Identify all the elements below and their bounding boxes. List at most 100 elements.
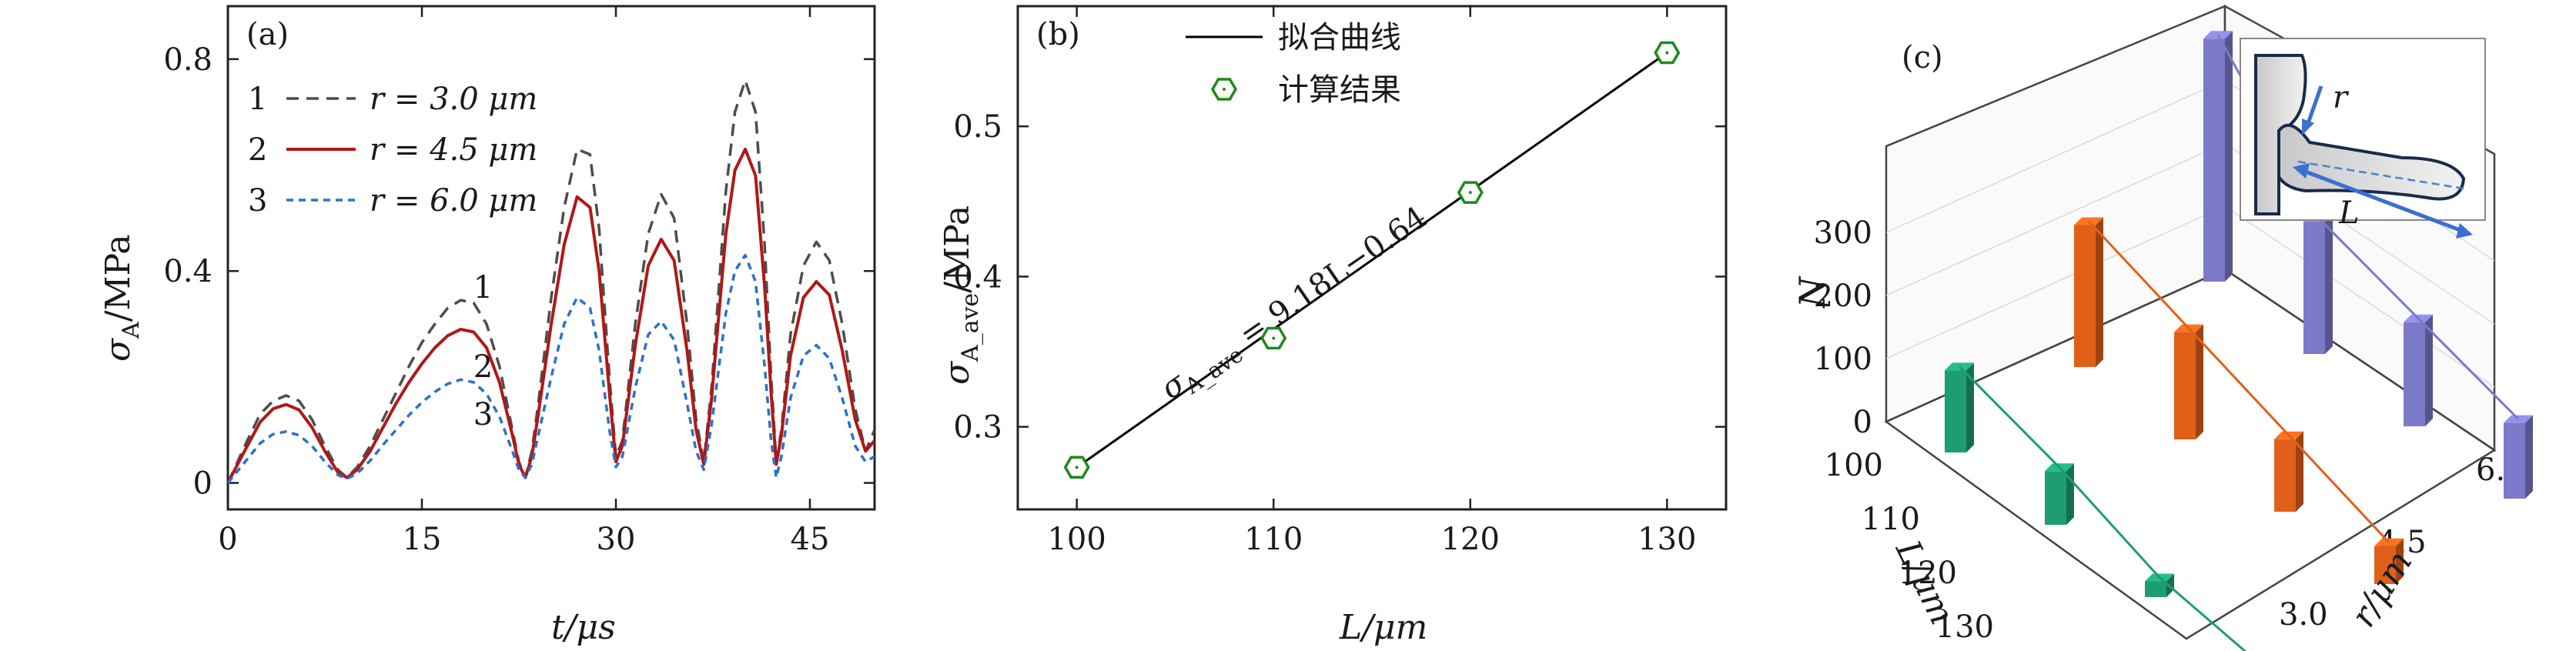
panel-c-bars <box>1945 31 2533 651</box>
data-point-center <box>1468 191 1472 195</box>
legend-number: 3 <box>248 183 267 219</box>
bar-front-face <box>2045 471 2066 525</box>
panel-a-frame <box>226 5 876 511</box>
bar-front-face <box>2203 38 2225 282</box>
fit-equation: σA_ave = 9.18L−0.64 <box>1155 199 1437 411</box>
bar-side-face <box>2225 31 2233 282</box>
y-tick-label: 0.4 <box>163 254 212 289</box>
panel-b-frame <box>1016 5 1728 511</box>
bar-3.0-100 <box>1945 362 1974 452</box>
bar-front-face <box>2274 439 2296 512</box>
inset-r-label: r <box>2333 80 2350 115</box>
bar-6.0-130 <box>2504 415 2533 499</box>
bar-side-face <box>2066 463 2074 525</box>
bar-front-face <box>2374 546 2396 584</box>
z-tick-label: 0 <box>1853 405 1872 440</box>
bar-front-face <box>2404 322 2425 426</box>
bar-front-face <box>2145 581 2166 597</box>
bar-trend-line-4.5 <box>2087 220 2390 543</box>
curve-label-2: 2 <box>473 349 493 385</box>
panel-b-x-ticks: 100 110 120 130 <box>1047 6 1697 557</box>
bar-side-face <box>2525 415 2533 499</box>
bar-front-face <box>2074 225 2096 367</box>
panel-a-y-ticks: 0 0.4 0.8 <box>163 42 875 502</box>
series-line-3 <box>228 253 875 484</box>
fit-line <box>1076 52 1668 469</box>
L-tick-label: 130 <box>1935 609 1994 645</box>
x-tick-label: 120 <box>1441 522 1500 557</box>
panel-a-curve-labels: 1 2 3 <box>473 270 493 432</box>
panel-c-label: (c) <box>1902 40 1943 75</box>
L-tick-label: 110 <box>1862 502 1920 537</box>
legend-number: 2 <box>248 132 267 168</box>
x-tick-label: 130 <box>1638 522 1696 557</box>
curve-label-1: 1 <box>473 270 493 305</box>
grid-line-left <box>1885 205 2226 359</box>
data-point-center <box>1272 336 1276 340</box>
legend-fit-line-label: 拟合曲线 <box>1278 20 1401 55</box>
legend-number: 1 <box>248 82 267 117</box>
z-tick-label: 300 <box>1814 215 1872 251</box>
grid-line-left <box>1885 79 2226 233</box>
panel-b-label: (b) <box>1036 17 1080 52</box>
x-tick-label: 110 <box>1244 522 1303 557</box>
panel-c-z-axis-label: N <box>1791 275 1833 309</box>
panel-a-y-axis-label: σA/MPa <box>99 235 145 362</box>
legend-text: r = 4.5 μm <box>370 132 537 168</box>
bar-6.0-100 <box>2203 31 2233 282</box>
bar-trend-line-3.0 <box>1958 366 2247 651</box>
panel-a-x-axis-label-text: t/μs <box>551 608 616 647</box>
bar-6.0-120 <box>2404 314 2433 426</box>
data-point-center <box>1075 466 1079 469</box>
panel-b: (b) 100 110 120 130 0.3 0.4 0.5 拟合曲线 计算结果 σA_… <box>938 5 1728 647</box>
y-tick-label: 0 <box>193 466 212 502</box>
bar-front-face <box>1945 370 1966 452</box>
y-tick-label: 0.3 <box>953 410 1002 446</box>
L-tick-label: 100 <box>1825 448 1883 483</box>
panel-a-x-axis-label: t/μs <box>551 608 616 647</box>
panel-b-y-axis-label: σA_ave/MPa <box>938 205 984 385</box>
panel-c-L-ticks: 100 110 120 130 <box>1825 448 1994 645</box>
inset-schematic: r L <box>2240 38 2486 239</box>
y-tick-label: 0.4 <box>953 259 1002 295</box>
bar-side-face <box>2425 314 2433 426</box>
bar-4.5-100 <box>2074 217 2103 367</box>
inset-centerline <box>2297 160 2464 190</box>
x-tick-label: 45 <box>791 522 830 557</box>
bar-4.5-120 <box>2274 431 2303 512</box>
bar-side-face <box>2196 324 2203 439</box>
bar-side-face <box>2396 538 2404 584</box>
bar-front-face <box>2174 332 2196 439</box>
panel-b-x-axis-label: L/μm <box>1339 608 1427 647</box>
series-line-2 <box>228 147 875 484</box>
legend-result-label: 计算结果 <box>1278 72 1401 108</box>
r-tick-label: 3.0 <box>2279 597 2328 633</box>
grid-line-right <box>2224 205 2495 388</box>
panel-b-y-ticks: 0.3 0.4 0.5 <box>953 109 1726 446</box>
bar-3.0-110 <box>2045 463 2074 525</box>
legend-text: r = 3.0 μm <box>370 82 537 117</box>
panel-b-plot <box>1063 41 1681 479</box>
inset-L-label: L <box>2338 195 2360 231</box>
z-tick-label: 100 <box>1814 342 1872 377</box>
x-tick-label: 100 <box>1047 522 1106 557</box>
panel-a-series <box>228 78 875 484</box>
legend-hexagon-center <box>1223 88 1226 91</box>
bar-front-face <box>2504 422 2525 499</box>
bar-side-face <box>2096 217 2103 367</box>
floor <box>1884 268 2497 640</box>
bar-side-face <box>1966 362 1974 452</box>
data-point-center <box>1665 51 1669 55</box>
y-tick-label: 0.8 <box>163 42 212 78</box>
panel-c-z-ticks: 0 100 200 300 <box>1814 215 1872 440</box>
legend-text: r = 6.0 μm <box>370 183 537 219</box>
series-line-1 <box>228 78 875 484</box>
panel-a-label: (a) <box>246 17 289 52</box>
L-tick-label: 120 <box>1899 556 1957 591</box>
bar-4.5-110 <box>2174 324 2203 439</box>
curve-label-3: 3 <box>473 397 493 432</box>
legend-result-marker <box>1210 78 1238 101</box>
x-tick-label: 30 <box>597 522 636 557</box>
x-tick-label: 0 <box>218 522 237 557</box>
